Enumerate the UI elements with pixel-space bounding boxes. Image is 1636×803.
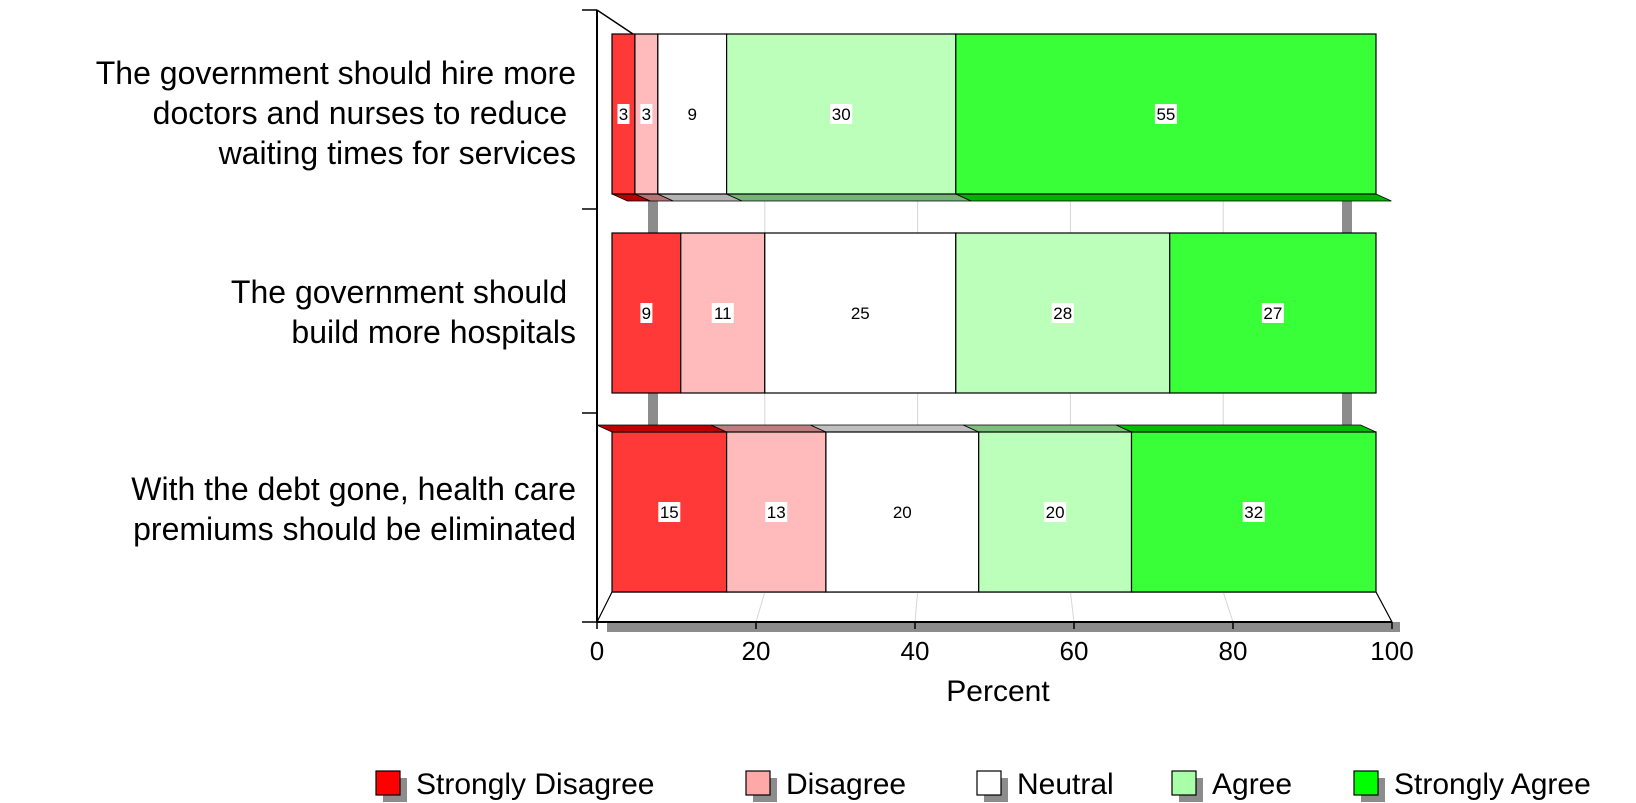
data-label-bg [849,303,872,323]
data-label: 3 [619,105,628,124]
x-axis-title: Percent [946,675,1050,708]
bar-depth-face [955,193,1392,202]
legend-swatch [976,770,1002,796]
bar-depth-face [963,424,1132,433]
data-label-bg [640,303,653,323]
right-post-shadow [1342,200,1352,592]
data-label: 32 [1244,503,1263,522]
legend-swatch [375,770,401,796]
data-label-bg [1261,303,1284,323]
category-label-line: The government should [231,274,576,310]
data-label-bg [640,104,653,124]
legend-label: Strongly Disagree [416,768,654,801]
data-label-bg [617,104,630,124]
legend-item: Disagree [745,768,906,802]
x-tick-label: 20 [742,636,771,666]
legend-item: Neutral [976,768,1114,802]
legend-item: Strongly Disagree [375,768,654,802]
bar-depth-face [711,424,827,433]
legend-swatch [745,770,771,796]
data-label: 27 [1263,304,1282,323]
bar-depth-face [1115,424,1377,433]
data-label-bg [891,502,914,522]
data-label-bg [1051,303,1074,323]
data-label: 9 [642,304,651,323]
bar-group-1: 3 3 9 30 55 [611,33,1392,202]
floor-shadow [607,622,1400,632]
grid-line-floor [1069,591,1075,623]
bar-group-3: 15 13 20 20 32 [596,424,1377,593]
data-label: 11 [714,304,732,323]
data-label-bg [1154,104,1177,124]
data-label-bg [830,104,853,124]
data-label: 20 [1046,503,1065,522]
data-label-bg [765,502,788,522]
legend-item: Strongly Agree [1353,768,1591,802]
data-label: 13 [767,503,786,522]
x-tick-label: 60 [1060,636,1089,666]
x-tick-labels: 0 20 40 60 80 100 [590,636,1414,666]
left-post-shadow [648,200,658,592]
x-tick-label: 80 [1219,636,1248,666]
y-axis-depth-line [596,9,634,35]
legend-label: Agree [1212,768,1292,801]
category-label-line: build more hospitals [291,314,576,350]
data-label-bg [658,502,681,522]
bar-depth-face [726,193,972,202]
data-label: 55 [1156,105,1175,124]
data-label: 25 [851,304,870,323]
category-label-line: With the debt gone, health care [131,471,576,507]
data-label-bg [1044,502,1067,522]
legend: Strongly Disagree Disagree Neutral Agree Str… [375,768,1591,802]
data-label-bg [1242,502,1265,522]
category-labels: The government should hire more doctors a… [96,55,576,547]
grid-line-floor [755,591,766,623]
bar-depth-face [596,424,727,433]
category-label: With the debt gone, health care premiums … [131,471,576,547]
grid-line-floor [1222,591,1234,623]
category-label: The government should hire more doctors a… [96,55,576,171]
data-label: 20 [893,503,912,522]
legend-label: Strongly Agree [1394,768,1591,801]
x-tick-label: 40 [901,636,930,666]
category-label: The government should build more hospita… [231,274,576,350]
category-label-line: waiting times for services [218,135,576,171]
legend-swatch [1171,770,1197,796]
data-label: 15 [660,503,679,522]
bars: 3 3 9 30 55 9 11 25 28 27 15 13 20 20 32 [596,33,1392,593]
data-label: 9 [687,105,696,124]
data-label: 30 [832,105,851,124]
data-label: 3 [642,105,651,124]
legend-item: Agree [1171,768,1292,802]
legend-label: Disagree [786,768,906,801]
legend-label: Neutral [1017,768,1114,801]
data-label: 28 [1053,304,1072,323]
data-label-bg [686,104,699,124]
grid-line-floor [914,591,919,623]
category-label-line: The government should hire more [96,55,576,91]
category-label-line: doctors and nurses to reduce [153,95,576,131]
axes [582,9,1393,629]
category-label-line: premiums should be eliminated [133,511,576,547]
floor-plane [596,591,1393,623]
x-tick-label: 100 [1370,636,1413,666]
x-tick-label: 0 [590,636,604,666]
bar-depth-face [810,424,979,433]
bar-group-2: 9 11 25 28 27 [611,232,1377,394]
legend-swatch [1353,770,1379,796]
data-label-bg [711,303,734,323]
